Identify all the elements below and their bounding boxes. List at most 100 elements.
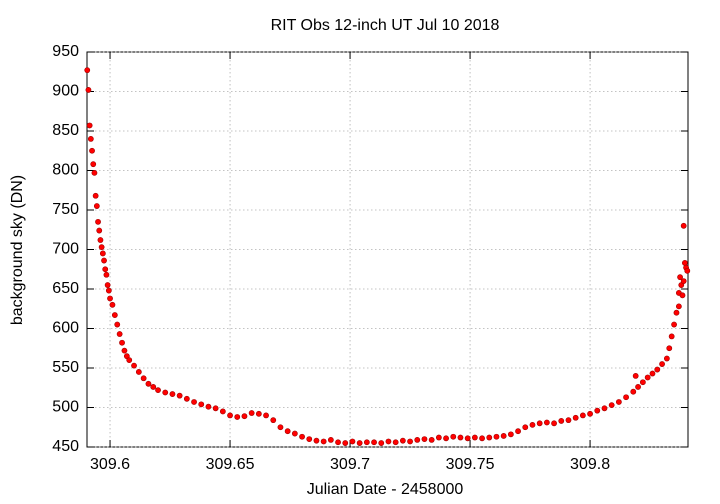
data-point [111,312,118,318]
data-point [684,267,691,274]
data-point [680,278,687,284]
y-tick-label: 850 [52,122,79,139]
data-point [479,435,485,442]
data-point [103,271,110,278]
data-point [205,403,212,410]
data-point [644,374,651,381]
data-point [198,401,205,408]
x-tick-label: 309.7 [330,456,370,473]
data-point [371,439,377,446]
data-point [284,428,291,435]
data-point [666,345,673,352]
data-point [227,412,233,419]
x-tick-label: 309.6 [90,456,130,473]
data-point [85,87,92,93]
data-point [241,413,248,420]
data-point [565,417,572,424]
data-point [87,135,94,142]
data-point [191,399,197,405]
data-point [313,437,320,444]
data-point [248,410,255,416]
data-point [131,362,137,369]
data-point [601,405,608,412]
data-point [594,407,601,414]
data-point [270,417,277,424]
data-point [306,436,313,442]
data-point [632,372,639,379]
y-tick-label: 800 [52,162,79,179]
data-point [421,436,428,442]
x-tick-label: 309.75 [446,456,495,473]
y-tick-label: 500 [52,399,79,416]
data-point [150,384,157,390]
data-point [114,321,121,328]
data-point [579,412,586,419]
data-point [95,218,101,225]
data-point [515,428,521,435]
data-point [536,420,543,427]
data-point [145,380,152,387]
data-point [135,369,142,375]
data-point [105,287,112,294]
data-point [97,237,104,243]
data-point [464,435,471,442]
data-point [320,438,327,445]
data-point [107,295,113,302]
x-tick-label: 309.8 [570,456,610,473]
data-point [121,347,128,354]
data-point [507,431,514,438]
chart-title: RIT Obs 12-inch UT Jul 10 2018 [271,17,500,34]
data-point [615,399,622,405]
data-point [486,434,493,441]
data-point [119,339,125,346]
y-axis-label: background sky (DN) [9,175,26,325]
data-point [635,384,641,390]
data-point [363,439,370,446]
data-point [558,418,565,424]
data-point [680,222,687,229]
data-point [623,394,629,401]
y-tick-label: 550 [52,359,79,376]
data-point [385,438,392,445]
data-point [392,439,399,446]
data-point [551,420,557,427]
data-point [126,357,133,363]
data-point [654,366,661,373]
data-point [91,169,98,176]
data-point [349,438,356,445]
data-point [663,355,670,362]
data-point [414,436,421,443]
data-point [104,282,111,288]
data-point [450,433,457,440]
data-point [500,433,507,439]
data-point [572,414,579,421]
data-point [92,192,99,199]
data-point [98,244,105,251]
data-point [86,122,93,129]
y-tick-label: 700 [52,241,79,258]
data-point [263,412,269,419]
data-point [212,405,219,412]
data-point [84,67,91,74]
data-point [529,421,536,428]
data-point [176,392,183,399]
data-point [677,274,683,281]
data-point [639,379,646,386]
data-point [522,424,529,431]
data-point [93,203,100,209]
data-point [587,410,593,417]
data-point [169,391,176,397]
data-point [90,161,97,168]
y-tick-label: 950 [52,43,79,60]
data-point [443,435,449,442]
data-point [378,440,385,446]
data-point [668,333,675,340]
data-point [649,370,656,377]
data-point [109,301,116,308]
y-tick-label: 900 [52,83,79,100]
data-point [630,388,637,395]
data-point [457,434,464,441]
y-tick-label: 600 [52,320,79,337]
y-tick-label: 650 [52,280,79,297]
data-point [671,321,677,328]
